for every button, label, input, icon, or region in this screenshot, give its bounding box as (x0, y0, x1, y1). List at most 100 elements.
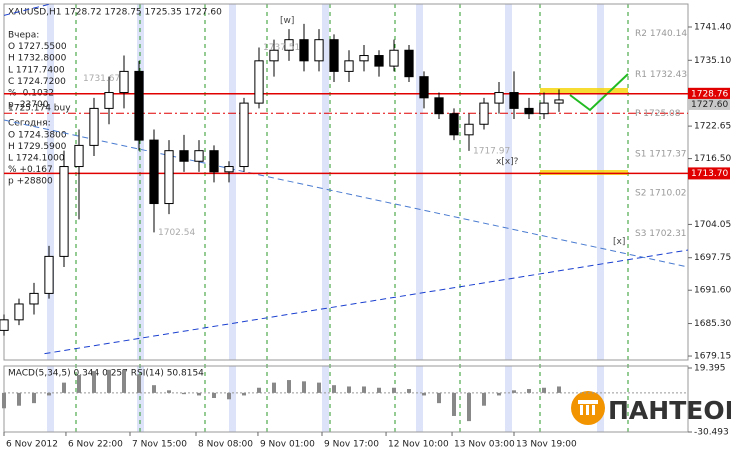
candle-body (0, 319, 9, 331)
macd-bar (512, 390, 516, 393)
logo: ПАНТЕОН (571, 391, 731, 425)
price-annotation: 1702.54 (158, 228, 195, 238)
macd-bar (137, 374, 141, 393)
chart-title: XAUUSD,H1 1728.72 1728.75 1725.35 1727.6… (8, 8, 222, 18)
price-annotation: 1731.67 (83, 74, 120, 84)
macd-bar (47, 392, 51, 396)
macd-bar (62, 382, 66, 393)
macd-bar (332, 385, 336, 393)
trendline (3, 3, 51, 16)
candle-body (149, 139, 159, 205)
x-tick-label: 8 Nov 08:00 (198, 440, 253, 450)
wave-label: x[x]? (496, 157, 519, 167)
y-tick-label: 1716.50 (694, 154, 731, 164)
trendline (44, 249, 689, 355)
wave-label: [w] (280, 16, 294, 26)
candle-body (479, 102, 489, 125)
price-label: 1727.60 (691, 100, 728, 110)
y-tick-label: 1722.65 (694, 122, 731, 132)
candle-body (434, 97, 444, 115)
pivot-label: R2 1740.14 (635, 29, 687, 39)
info-line: H 1729.5900 (8, 142, 67, 152)
x-tick-label: 9 Nov 01:00 (260, 440, 315, 450)
level-label: 1728.76 (691, 89, 728, 99)
candle-body (299, 39, 309, 62)
x-tick-label: 12 Nov 10:00 (388, 440, 449, 450)
macd-bar (392, 387, 396, 393)
candle-body (524, 107, 534, 115)
macd-bar (227, 392, 231, 400)
x-tick-label: 6 Nov 2012 (6, 440, 58, 450)
candle-body (449, 113, 459, 136)
plot-frame (3, 3, 689, 361)
candle-body (119, 70, 129, 94)
projection (569, 73, 629, 112)
x-tick-label: 13 Nov 19:00 (516, 440, 577, 450)
macd-bar (542, 387, 546, 393)
info-line: Сегодня: (8, 119, 51, 129)
macd-bar (437, 392, 441, 404)
macd-bar (182, 392, 186, 395)
order-label: 1725.174 buy (8, 104, 71, 114)
macd-tick-label: -30.493 (694, 428, 729, 438)
macd-bar (452, 392, 456, 416)
candle-body (554, 99, 564, 104)
macd-bar (362, 386, 366, 393)
level-label: 1713.70 (691, 169, 728, 179)
macd-bar (422, 392, 426, 396)
candle-body (389, 49, 399, 67)
macd-bar (407, 389, 411, 393)
macd-bar (92, 371, 96, 393)
candle-body (134, 70, 144, 141)
macd-bar (77, 374, 81, 393)
info-line: % +0.167 (8, 165, 53, 175)
info-line: Вчера: (8, 31, 39, 41)
candle-body (254, 60, 264, 104)
pivot-label: S3 1702.31 (635, 229, 687, 239)
wave-label: [x] (613, 237, 625, 247)
level-box (688, 167, 730, 180)
info-line: O 1727.5500 (8, 42, 67, 52)
pivot-label: S1 1717.37 (635, 150, 687, 160)
info-line: L 1717.7400 (8, 65, 65, 75)
x-tick-label: 7 Nov 15:00 (132, 440, 187, 450)
candle-body (239, 102, 249, 168)
candle-body (44, 255, 54, 294)
candle-body (14, 303, 24, 321)
pivot-label: P 1725.08 (635, 109, 681, 119)
macd-bar (272, 382, 276, 393)
candle-body (209, 150, 219, 173)
candle-body (194, 150, 204, 162)
price-annotation: 1737.51 (263, 43, 300, 53)
candle-body (344, 60, 354, 72)
info-line: H 1732.8000 (8, 54, 67, 64)
info-line: p +28800 (8, 177, 53, 187)
target-zone (540, 170, 628, 175)
macd-bar (257, 387, 261, 393)
x-tick-label: 13 Nov 03:00 (454, 440, 515, 450)
macd-bar (317, 382, 321, 393)
macd-bar (122, 369, 126, 393)
macd-bar (302, 381, 306, 393)
candle-body (314, 39, 324, 62)
y-tick-label: 1704.05 (694, 220, 731, 230)
macd-bar (2, 392, 6, 409)
candle-body (179, 150, 189, 162)
candle-body (269, 49, 279, 62)
candle-body (329, 39, 339, 72)
price-annotation: 1717.97 (473, 146, 510, 156)
candle-body (419, 76, 429, 99)
level-box (688, 87, 730, 100)
candle-body (539, 102, 549, 115)
candle-body (164, 150, 174, 205)
info-line: p -23700 (8, 100, 49, 110)
y-tick-label: 1697.75 (694, 253, 731, 263)
macd-bar (467, 392, 471, 422)
candle-body (494, 92, 504, 104)
info-line: C 1724.7200 (8, 77, 66, 87)
candle-body (89, 107, 99, 146)
price-box (688, 98, 730, 110)
x-tick-label: 9 Nov 17:00 (324, 440, 379, 450)
info-line: O 1724.3800 (8, 130, 67, 140)
macd-bar (197, 392, 201, 396)
